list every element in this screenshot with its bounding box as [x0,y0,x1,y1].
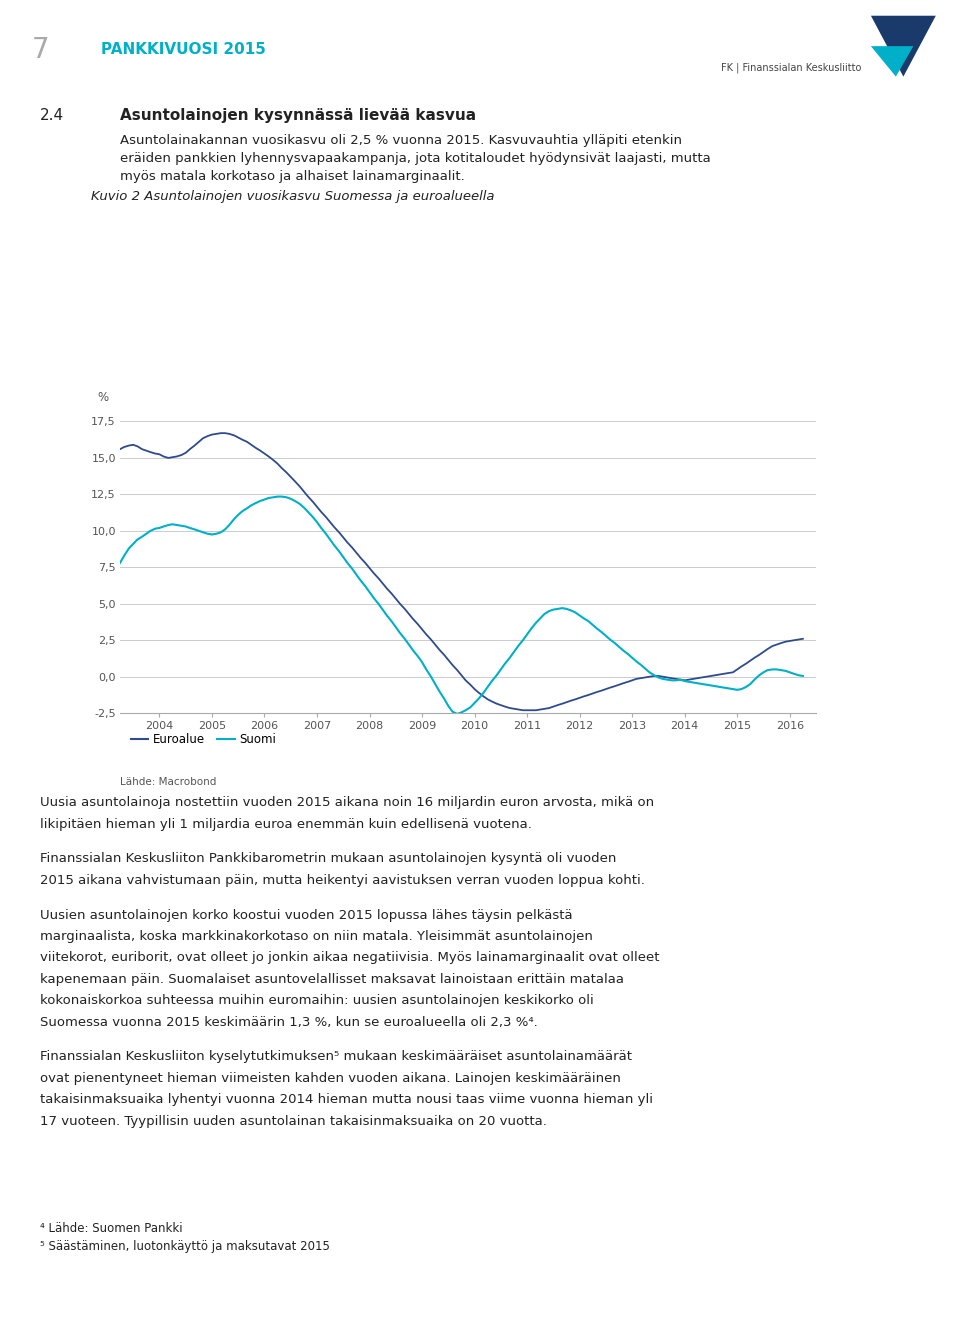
Text: Finanssialan Keskusliiton kyselytutkimuksen⁵ mukaan keskimääräiset asuntolainamä: Finanssialan Keskusliiton kyselytutkimuk… [40,1050,633,1064]
Polygon shape [871,45,913,76]
Text: Suomessa vuonna 2015 keskimäärin 1,3 %, kun se euroalueella oli 2,3 %⁴.: Suomessa vuonna 2015 keskimäärin 1,3 %, … [40,1016,538,1029]
Text: 7: 7 [32,36,49,63]
Polygon shape [871,16,936,76]
Text: marginaalista, koska markkinakorkotaso on niin matala. Yleisimmät asuntolainojen: marginaalista, koska markkinakorkotaso o… [40,930,593,943]
Text: Uusien asuntolainojen korko koostui vuoden 2015 lopussa lähes täysin pelkästä: Uusien asuntolainojen korko koostui vuod… [40,909,573,922]
Text: Uusia asuntolainoja nostettiin vuoden 2015 aikana noin 16 miljardin euron arvost: Uusia asuntolainoja nostettiin vuoden 20… [40,796,655,809]
Text: takaisinmaksuaika lyhentyi vuonna 2014 hieman mutta nousi taas viime vuonna hiem: takaisinmaksuaika lyhentyi vuonna 2014 h… [40,1093,654,1107]
Text: kapenemaan päin. Suomalaiset asuntovelallisset maksavat lainoistaan erittäin mat: kapenemaan päin. Suomalaiset asuntovelal… [40,973,624,986]
Text: ovat pienentyneet hieman viimeisten kahden vuoden aikana. Lainojen keskimääräine: ovat pienentyneet hieman viimeisten kahd… [40,1072,621,1085]
Text: Finanssialan Keskusliiton Pankkibarometrin mukaan asuntolainojen kysyntä oli vuo: Finanssialan Keskusliiton Pankkibarometr… [40,852,616,866]
Text: Asuntolainojen kysynnässä lievää kasvua: Asuntolainojen kysynnässä lievää kasvua [120,108,476,123]
Text: Asuntolainakannan vuosikasvu oli 2,5 % vuonna 2015. Kasvuvauhtia ylläpiti etenki: Asuntolainakannan vuosikasvu oli 2,5 % v… [120,134,710,183]
Text: 2015 aikana vahvistumaan päin, mutta heikentyi aavistuksen verran vuoden loppua : 2015 aikana vahvistumaan päin, mutta hei… [40,874,645,887]
Text: ⁵ Säästäminen, luotonkäyttö ja maksutavat 2015: ⁵ Säästäminen, luotonkäyttö ja maksutava… [40,1240,330,1254]
Text: Kuvio 2 Asuntolainojen vuosikasvu Suomessa ja euroalueella: Kuvio 2 Asuntolainojen vuosikasvu Suomes… [91,190,494,203]
Text: Lähde: Macrobond: Lähde: Macrobond [120,777,216,787]
Legend: Euroalue, Suomi: Euroalue, Suomi [126,729,281,751]
Text: FK | Finanssialan Keskusliitto: FK | Finanssialan Keskusliitto [721,63,861,74]
Text: viitekorot, euriborit, ovat olleet jo jonkin aikaa negatiivisia. Myös lainamargi: viitekorot, euriborit, ovat olleet jo jo… [40,951,660,965]
Text: PANKKIVUOSI 2015: PANKKIVUOSI 2015 [101,41,266,58]
Text: 2.4: 2.4 [40,108,64,123]
Text: ⁴ Lähde: Suomen Pankki: ⁴ Lähde: Suomen Pankki [40,1222,183,1235]
Text: 17 vuoteen. Tyypillisin uuden asuntolainan takaisinmaksuaika on 20 vuotta.: 17 vuoteen. Tyypillisin uuden asuntolain… [40,1115,547,1128]
Text: likipitäen hieman yli 1 miljardia euroa enemmän kuin edellisenä vuotena.: likipitäen hieman yli 1 miljardia euroa … [40,818,532,831]
Text: kokonaiskorkoa suhteessa muihin euromaihin: uusien asuntolainojen keskikorko oli: kokonaiskorkoa suhteessa muihin euromaih… [40,994,594,1008]
Text: %: % [98,391,108,404]
